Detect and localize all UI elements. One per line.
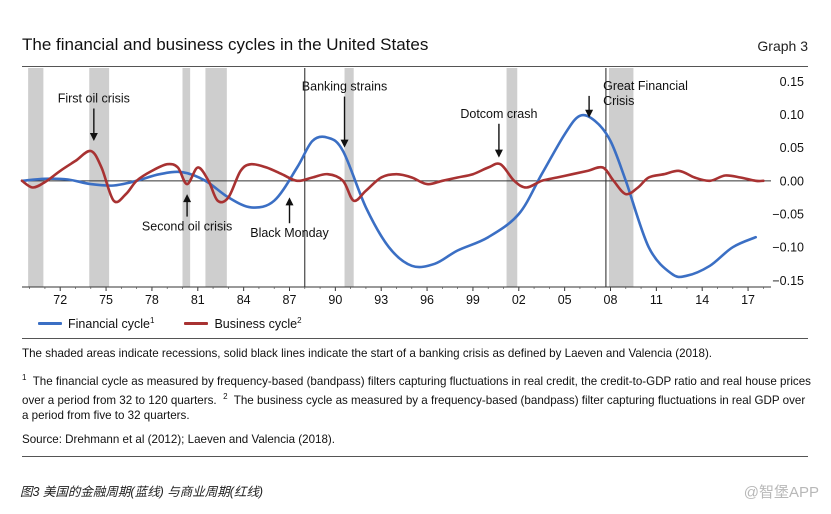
x-tick-label-8: 96 <box>420 293 434 307</box>
x-tick-label-9: 99 <box>466 293 480 307</box>
y-tick-label-0: 0.15 <box>780 75 804 89</box>
x-tick-label-2: 78 <box>145 293 159 307</box>
annotation-label-3: Banking strains <box>302 80 387 94</box>
annotation-arrowhead-1 <box>183 194 192 203</box>
top-rule <box>22 66 808 67</box>
annotation-label-5: Great Financial <box>603 79 688 93</box>
x-tick-label-1: 75 <box>99 293 113 307</box>
x-tick-label-4: 84 <box>237 293 251 307</box>
recession-band-3 <box>205 68 227 287</box>
financial-cycle-line <box>20 113 757 279</box>
y-tick-label-2: 0.05 <box>780 141 804 155</box>
annotation-arrowhead-4 <box>494 149 503 158</box>
recession-band-0 <box>28 68 44 287</box>
x-tick-label-0: 72 <box>53 293 67 307</box>
annotation-arrowhead-5 <box>585 109 594 118</box>
business-cycle-line <box>20 149 765 204</box>
y-tick-label-1: 0.10 <box>780 108 804 122</box>
chart-area: 72 75 78 81 84 87 90 93 96 99 02 05 08 11 14 17 0.15 0.10… <box>20 68 804 307</box>
annotation-arrowhead-2 <box>285 197 294 206</box>
chart-title: The financial and business cycles in the… <box>22 35 429 54</box>
recession-band-2 <box>182 68 191 287</box>
x-tick-label-14: 14 <box>695 293 709 307</box>
business-legend-swatch <box>184 322 209 326</box>
annotation-arrowhead-0 <box>89 133 98 141</box>
series-group <box>20 113 765 279</box>
annotations-group: First oil crisis Second oil crisis Black M… <box>58 79 688 240</box>
graph-number-label: Graph 3 <box>757 38 808 54</box>
y-tick-label-3: 0.00 <box>780 174 804 188</box>
x-tick-label-11: 05 <box>558 293 572 307</box>
y-tick-label-4: −0.05 <box>772 208 804 222</box>
footnotes: 1 The financial cycle as measured by fre… <box>22 373 811 422</box>
annotation-label-4: Dotcom crash <box>460 107 537 121</box>
chart-legend: Financial cycle1 Business cycle2 <box>38 316 302 331</box>
business-legend-label: Business cycle2 <box>214 316 302 332</box>
source-note: Source: Drehmann et al (2012); Laeven an… <box>22 433 336 446</box>
axes-group: 72 75 78 81 84 87 90 93 96 99 02 05 08 11 14 17 0.15 0.10… <box>22 75 804 307</box>
annotation-label-0: First oil crisis <box>58 92 130 106</box>
recession-band-6 <box>608 68 634 287</box>
x-tick-label-3: 81 <box>191 293 205 307</box>
annotation-label-6: Crisis <box>603 94 634 108</box>
recession-note: The shaded areas indicate recessions, so… <box>22 347 713 360</box>
figure-caption: 图3 美国的金融周期(蓝线) 与商业周期(红线) <box>20 485 264 499</box>
x-tick-label-15: 17 <box>741 293 755 307</box>
annotation-label-1: Second oil crisis <box>142 220 232 234</box>
bottom-rule <box>22 456 808 457</box>
x-tick-label-13: 11 <box>650 293 663 307</box>
annotation-label-2: Black Monday <box>250 226 329 240</box>
x-tick-label-7: 93 <box>374 293 388 307</box>
y-tick-label-5: −0.10 <box>772 241 804 255</box>
x-tick-label-12: 08 <box>604 293 618 307</box>
x-tick-label-5: 87 <box>283 293 297 307</box>
legend-rule <box>22 338 808 339</box>
y-tick-label-6: −0.15 <box>772 274 804 288</box>
watermark: @智堡APP <box>743 484 819 501</box>
recession-band-4 <box>344 68 354 287</box>
banking-crisis-lines-group <box>304 68 607 287</box>
recession-shading-group <box>28 68 634 287</box>
financial-legend-swatch <box>38 322 62 326</box>
financial-legend-label: Financial cycle1 <box>68 316 155 332</box>
x-tick-label-10: 02 <box>512 293 526 307</box>
annotation-arrowhead-3 <box>340 139 349 148</box>
x-tick-label-6: 90 <box>328 293 342 307</box>
